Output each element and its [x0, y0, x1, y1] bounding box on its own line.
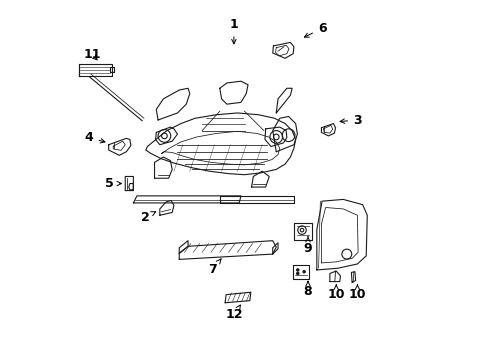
Circle shape — [296, 269, 298, 271]
Text: 10: 10 — [348, 285, 366, 301]
Text: 8: 8 — [303, 282, 312, 298]
Text: 3: 3 — [339, 113, 361, 126]
Circle shape — [303, 271, 305, 273]
Text: 11: 11 — [83, 48, 101, 61]
Text: 1: 1 — [229, 18, 238, 44]
Text: 6: 6 — [304, 22, 326, 37]
Text: 2: 2 — [141, 211, 155, 224]
Text: 5: 5 — [105, 177, 121, 190]
Text: 4: 4 — [85, 131, 105, 144]
Text: 12: 12 — [224, 305, 242, 321]
Circle shape — [296, 273, 298, 275]
Text: 9: 9 — [303, 237, 312, 255]
Text: 10: 10 — [327, 285, 344, 301]
Text: 7: 7 — [207, 259, 221, 276]
